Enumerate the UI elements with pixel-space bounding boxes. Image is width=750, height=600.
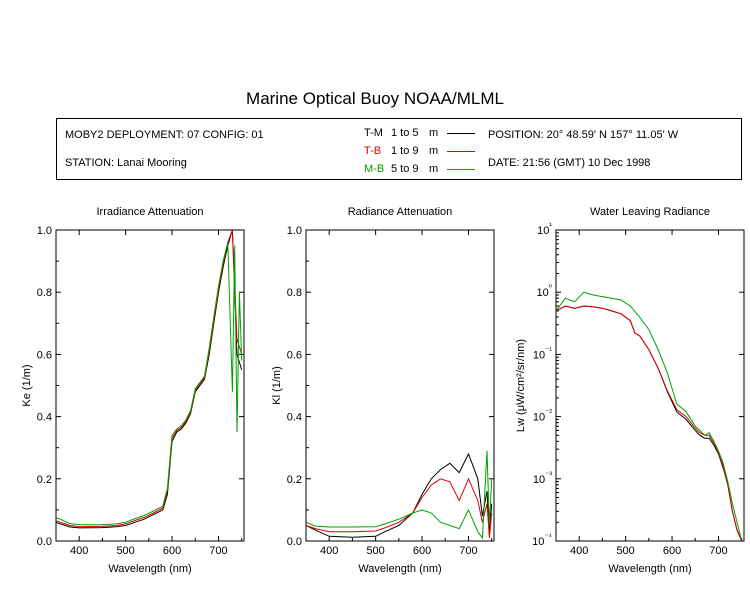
y-tick-label-1-0: 0.0 (287, 536, 302, 548)
y-tick-label-0-2: 0.4 (37, 412, 52, 424)
chart-title-0: Irradiance Attenuation (96, 206, 203, 218)
y-tick-label-1-2: 0.4 (287, 412, 302, 424)
x-tick-label-2-0: 400 (570, 545, 588, 557)
chart-title-1: Radiance Attenuation (348, 206, 453, 218)
y-tick-label-0-5: 1.0 (37, 225, 52, 237)
y-tick-label-2-1: 10⁻³ (533, 470, 552, 486)
series-line-0-t-b (56, 230, 243, 528)
y-tick-label-2-0: 10⁻⁴ (532, 532, 552, 548)
series-line-0-m-b (56, 242, 243, 526)
series-line-1-m-b (306, 450, 493, 540)
y-tick-label-0-4: 0.8 (37, 287, 52, 299)
x-tick-label-1-3: 700 (459, 545, 477, 557)
x-tick-label-0-0: 400 (70, 545, 88, 557)
position-text: POSITION: 20° 48.59' N 157° 11.05' W (488, 129, 679, 141)
x-tick-label-0-3: 700 (209, 545, 227, 557)
y-tick-label-1-1: 0.2 (287, 474, 302, 486)
page-title: Marine Optical Buoy NOAA/MLML (246, 89, 504, 108)
series-line-2-m-b (556, 291, 743, 541)
x-axis-label-2: Wavelength (nm) (608, 563, 691, 575)
x-tick-label-2-3: 700 (709, 545, 727, 557)
y-tick-label-0-1: 0.2 (37, 474, 52, 486)
x-axis-label-1: Wavelength (nm) (358, 563, 441, 575)
series-line-1-t-b (306, 477, 493, 538)
legend-unit-tm: m (429, 127, 439, 139)
series-line-2-t-m (556, 305, 743, 541)
y-tick-label-2-5: 10¹ (537, 221, 552, 237)
legend-code-tm: T-M (364, 127, 383, 139)
y-axis-label-1: Kl (1/m) (271, 366, 283, 405)
legend-code-mb: M-B (364, 163, 385, 175)
x-tick-label-1-2: 600 (413, 545, 431, 557)
deployment-text: MOBY2 DEPLOYMENT: 07 CONFIG: 01 (65, 129, 264, 141)
x-axis-label-0: Wavelength (nm) (108, 563, 191, 575)
legend-line-mb (447, 169, 475, 170)
legend-code-tb: T-B (364, 145, 382, 157)
x-tick-label-0-2: 600 (163, 545, 181, 557)
legend-line-tm (447, 133, 475, 134)
legend-line-tb (447, 151, 475, 152)
x-tick-label-2-1: 500 (616, 545, 634, 557)
x-tick-label-0-1: 500 (116, 545, 134, 557)
legend-range-tb: 1 to 9 (391, 145, 419, 157)
y-axis-label-0: Ke (1/m) (21, 364, 33, 406)
y-tick-label-2-2: 10⁻² (533, 408, 552, 424)
y-tick-label-2-4: 10⁰ (537, 283, 552, 299)
station-text: STATION: Lanai Mooring (65, 157, 187, 169)
legend-range-tm: 1 to 5 (391, 127, 419, 139)
series-line-0-t-m (56, 230, 243, 529)
legend-range-mb: 5 to 9 (391, 163, 419, 175)
y-tick-label-1-3: 0.6 (287, 349, 302, 361)
info-box: MOBY2 DEPLOYMENT: 07 CONFIG: 01 STATION:… (56, 118, 742, 180)
legend-unit-mb: m (429, 163, 439, 175)
plot-frame-0 (55, 229, 245, 542)
y-tick-label-0-3: 0.6 (37, 349, 52, 361)
chart-title-2: Water Leaving Radiance (590, 206, 710, 218)
y-tick-label-0-0: 0.0 (37, 536, 52, 548)
plot-frame-2 (555, 229, 745, 542)
y-tick-label-1-4: 0.8 (287, 287, 302, 299)
x-tick-label-1-0: 400 (320, 545, 338, 557)
y-axis-label-2: Lw (μW/cm²/sr/nm) (515, 339, 527, 432)
series-line-2-t-b (556, 305, 743, 541)
y-tick-label-1-5: 1.0 (287, 225, 302, 237)
y-tick-label-2-3: 10⁻¹ (533, 345, 552, 361)
plot-frame-1 (305, 229, 495, 542)
legend-unit-tb: m (429, 145, 439, 157)
x-tick-label-1-1: 500 (366, 545, 384, 557)
series-line-1-t-m (306, 452, 493, 538)
date-text: DATE: 21:56 (GMT) 10 Dec 1998 (488, 157, 651, 169)
x-tick-label-2-2: 600 (663, 545, 681, 557)
